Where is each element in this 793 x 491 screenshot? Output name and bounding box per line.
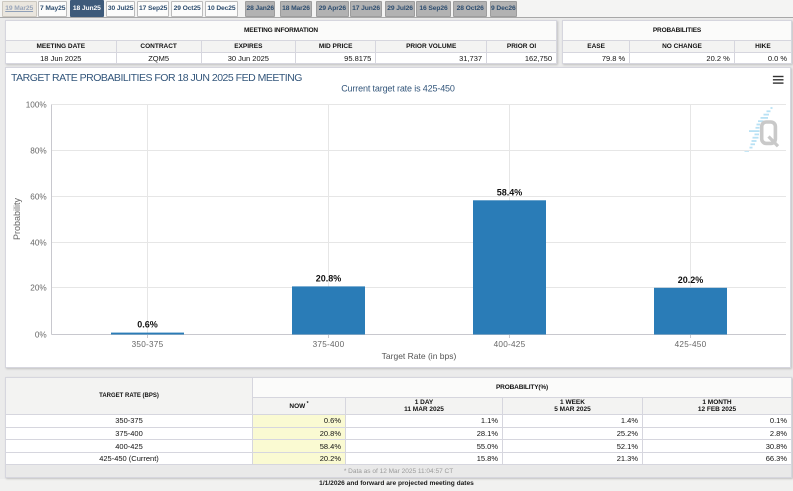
svg-text:Probability: Probability <box>12 197 22 240</box>
svg-text:0%: 0% <box>35 330 47 339</box>
svg-text:350-375: 350-375 <box>132 340 164 349</box>
svg-text:0.6%: 0.6% <box>137 320 158 330</box>
svg-text:Target Rate (in bps): Target Rate (in bps) <box>382 351 457 361</box>
svg-text:58.4%: 58.4% <box>497 187 523 197</box>
svg-text:100%: 100% <box>26 100 47 109</box>
svg-text:TARGET RATE PROBABILITIES FOR: TARGET RATE PROBABILITIES FOR 18 JUN 202… <box>11 72 302 84</box>
svg-text:425-450: 425-450 <box>675 340 707 349</box>
svg-text:20%: 20% <box>30 283 46 292</box>
svg-text:400-425: 400-425 <box>494 340 526 349</box>
svg-text:Current target rate is 425-450: Current target rate is 425-450 <box>341 84 455 94</box>
svg-text:80%: 80% <box>30 146 46 155</box>
svg-text:40%: 40% <box>30 238 46 247</box>
svg-text:20.8%: 20.8% <box>316 273 342 283</box>
svg-text:375-400: 375-400 <box>313 340 345 349</box>
svg-text:20.2%: 20.2% <box>678 275 704 285</box>
svg-text:60%: 60% <box>30 192 46 201</box>
